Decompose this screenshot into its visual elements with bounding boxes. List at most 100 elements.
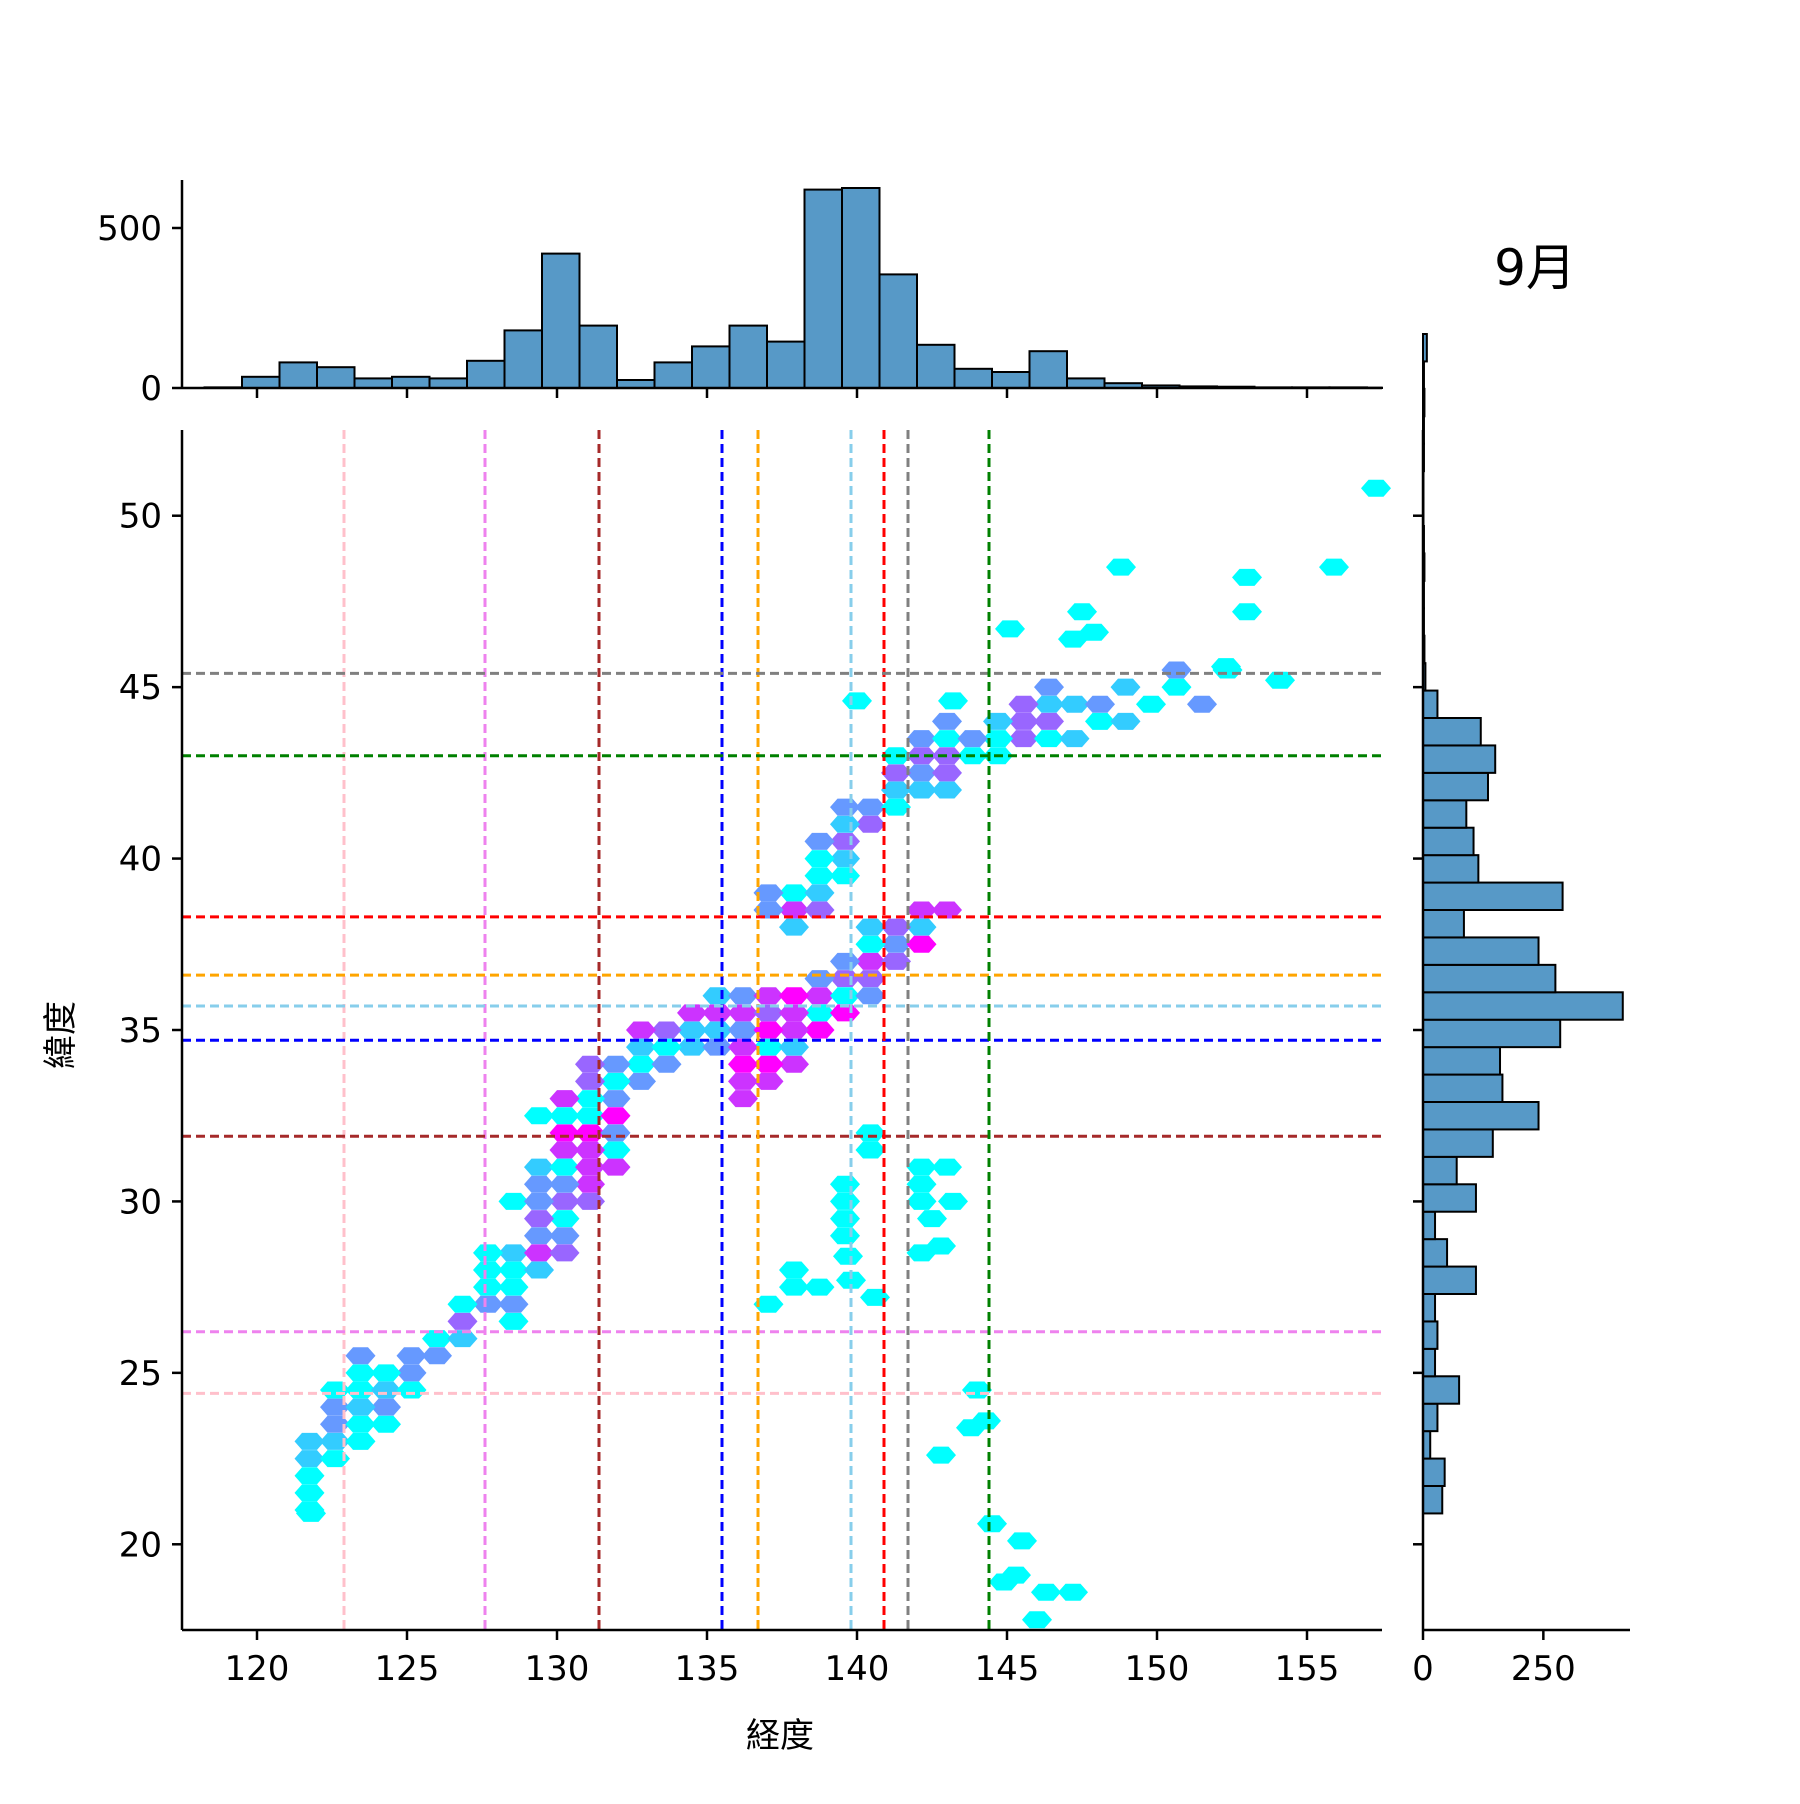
right-hist-bar — [1423, 1020, 1560, 1047]
hexbin-cell — [397, 1382, 427, 1399]
chart-title: 9月 — [1494, 239, 1576, 297]
hexbin-cell — [422, 1347, 452, 1364]
hexbin-cell — [1361, 480, 1391, 497]
right-hist-bar — [1423, 361, 1424, 388]
hexbin-cell — [830, 867, 860, 884]
hexbin-cell — [907, 1176, 937, 1193]
hexbin-cell — [938, 692, 968, 709]
top-hist-bar — [805, 190, 843, 388]
hexbin-cell — [805, 970, 835, 987]
hexbin-cell — [833, 1248, 863, 1265]
hexbin-cell — [371, 1364, 401, 1381]
hexbin-cell — [448, 1296, 478, 1313]
top-hist-bar — [1030, 351, 1068, 388]
top-hist-bar — [355, 378, 393, 388]
top-hist-bar — [655, 362, 693, 388]
right-hist-bar — [1423, 1212, 1435, 1239]
hexbin-cell — [550, 1244, 580, 1261]
y-tick-label: 35 — [119, 1011, 162, 1051]
hexbin-cell — [524, 1262, 554, 1279]
y-tick-label: 20 — [119, 1525, 162, 1565]
hexbin-cell — [473, 1244, 503, 1261]
top-hist-bar — [767, 342, 805, 388]
y-tick-label: 40 — [119, 840, 162, 880]
hexbin-cell — [550, 1124, 580, 1141]
right-hist-bar — [1423, 691, 1437, 718]
hexbin-cell — [448, 1313, 478, 1330]
top-hist-bar — [955, 369, 993, 388]
top-hist-bar — [430, 378, 468, 388]
hexbin-cell — [907, 936, 937, 953]
right-histogram — [1423, 334, 1623, 1513]
x-tick-label: 120 — [225, 1649, 290, 1689]
hexbin-cell — [856, 919, 886, 936]
top-hist-bar — [505, 330, 543, 388]
top-hist-bar — [917, 345, 955, 388]
hexbin-cell — [1136, 696, 1166, 713]
hexbin-cell — [1111, 713, 1141, 730]
hexbin-cell — [805, 884, 835, 901]
hexbin-cell — [1060, 730, 1090, 747]
hexbin-cell — [295, 1484, 325, 1501]
hexbin-cell — [1009, 696, 1039, 713]
hexbin-cell — [1319, 559, 1349, 576]
y-tick-label: 30 — [119, 1182, 162, 1222]
hexbin-cell — [907, 1193, 937, 1210]
right-hist-bar — [1423, 745, 1495, 772]
hexbin-cell — [652, 1056, 682, 1073]
hexbin-cell — [830, 816, 860, 833]
top-hist-bar — [317, 367, 355, 388]
hexbin-cell — [1085, 696, 1115, 713]
top-hist-bar — [392, 377, 430, 388]
right-hist-bar — [1423, 718, 1481, 745]
y-tick-label: 25 — [119, 1354, 162, 1394]
y-tick-label: 50 — [119, 497, 162, 537]
x-tick-label: 150 — [1125, 1649, 1190, 1689]
y-tick-label: 45 — [119, 668, 162, 708]
top-histogram — [205, 188, 1383, 388]
right-hist-x-tick-label: 0 — [1412, 1649, 1434, 1689]
right-hist-bar — [1423, 1047, 1500, 1074]
hexbin-cell — [856, 936, 886, 953]
hexbin-cell — [524, 1210, 554, 1227]
top-hist-y-tick-label: 500 — [97, 209, 162, 249]
hexbin-cell — [346, 1433, 376, 1450]
hexbin-cell — [524, 1176, 554, 1193]
hexbin-cell — [830, 1176, 860, 1193]
hexbin-cell — [938, 1193, 968, 1210]
hexbin-cell — [958, 730, 988, 747]
hexbin-cell — [932, 1159, 962, 1176]
right-hist-x-tick-label: 250 — [1511, 1649, 1576, 1689]
x-axis-label: 経度 — [746, 1716, 814, 1756]
hexbin-cell — [601, 1107, 631, 1124]
top-hist-bar — [880, 274, 918, 388]
hexbin-cell — [977, 1515, 1007, 1532]
top-hist-bar — [992, 372, 1030, 388]
hexbin-cell — [830, 799, 860, 816]
right-hist-bar — [1423, 1404, 1437, 1431]
x-tick-label: 130 — [525, 1649, 590, 1689]
x-tick-label: 145 — [975, 1649, 1040, 1689]
top-hist-bar — [692, 346, 730, 388]
hexbin-cell — [728, 1090, 758, 1107]
top-hist-bar — [280, 362, 318, 388]
right-hist-bar — [1423, 1321, 1437, 1348]
right-hist-bar — [1423, 1459, 1445, 1486]
hexbin-cell — [805, 850, 835, 867]
right-hist-bar — [1423, 1267, 1476, 1294]
top-hist-bar — [542, 254, 580, 388]
hexbin-cell — [1007, 1532, 1037, 1549]
hexbin-cell — [856, 970, 886, 987]
right-hist-bar — [1423, 992, 1623, 1019]
hexbin-cell — [995, 620, 1025, 637]
hexbin-cell — [805, 1279, 835, 1296]
hexbin-cell — [1162, 679, 1192, 696]
hexbin-cell — [1187, 696, 1217, 713]
right-hist-bar — [1423, 800, 1466, 827]
right-hist-bar — [1423, 389, 1424, 416]
hexbin-cell — [346, 1399, 376, 1416]
right-hist-bar — [1423, 1294, 1435, 1321]
hexbin-cell — [550, 1227, 580, 1244]
hexbin-cell — [626, 1022, 656, 1039]
